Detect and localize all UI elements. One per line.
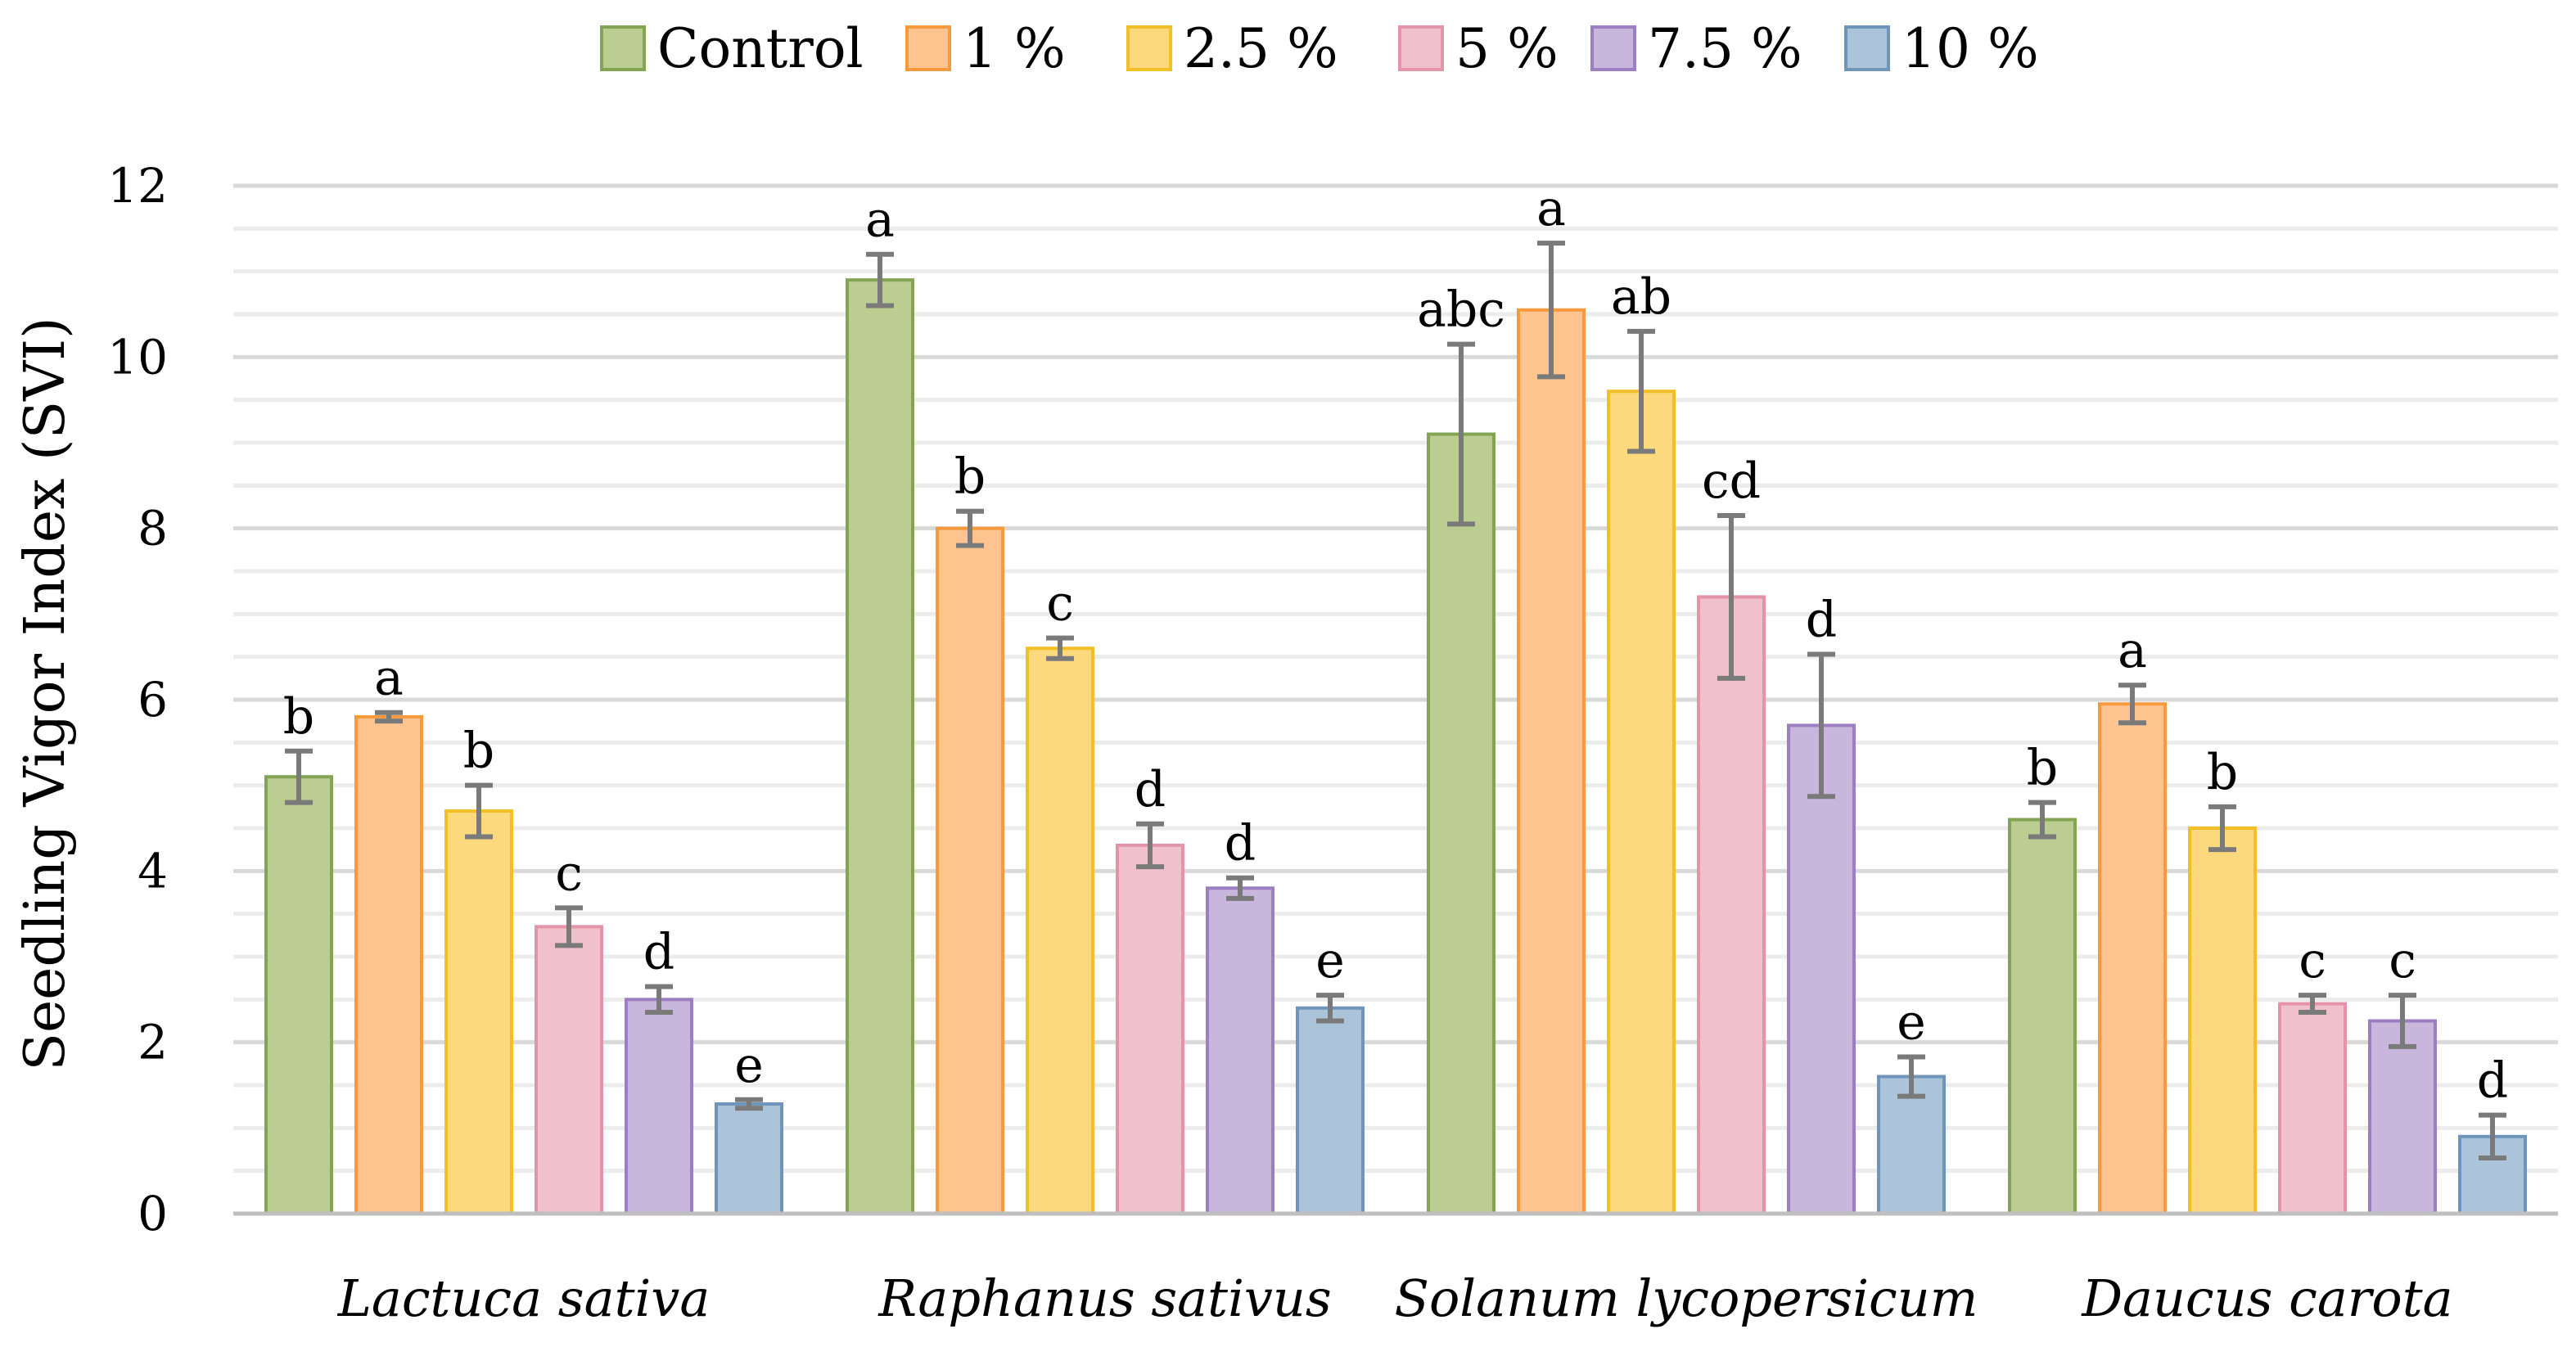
bar bbox=[354, 714, 423, 1215]
y-tick-label: 2 bbox=[138, 1015, 168, 1070]
bar bbox=[1787, 723, 1856, 1215]
significance-label: a bbox=[2118, 622, 2147, 679]
bar bbox=[1296, 1006, 1365, 1216]
significance-label: a bbox=[1536, 180, 1566, 237]
bar bbox=[936, 526, 1004, 1215]
bar bbox=[1517, 308, 1586, 1215]
legend-swatch bbox=[1590, 25, 1636, 71]
legend-swatch bbox=[905, 25, 951, 71]
y-axis-title: Seedling Vigor Index (SVI) bbox=[13, 317, 78, 1070]
significance-label: cd bbox=[1702, 453, 1761, 510]
significance-label: e bbox=[734, 1037, 764, 1094]
x-category-label: Daucus carota bbox=[2081, 1268, 2452, 1328]
significance-label: d bbox=[1806, 592, 1837, 649]
bar bbox=[1697, 595, 1766, 1215]
significance-label: b bbox=[2027, 740, 2058, 797]
significance-label: c bbox=[2299, 932, 2326, 989]
significance-label: d bbox=[2477, 1052, 2508, 1110]
bar bbox=[1206, 886, 1274, 1216]
significance-label: b bbox=[2207, 744, 2238, 801]
legend-label: 5 % bbox=[1455, 17, 1559, 80]
significance-label: c bbox=[1046, 575, 1074, 633]
axes: 0 2 4 6 8 10 12 Lactuca sativa Raphanus sativus S… bbox=[107, 158, 2558, 1328]
gridlines bbox=[233, 183, 2558, 1174]
bar bbox=[1116, 843, 1184, 1216]
bar bbox=[2188, 827, 2257, 1215]
y-tick-label: 8 bbox=[138, 501, 168, 556]
legend: Control 1 % 2.5 % 5 % 7.5 % 10 % bbox=[600, 17, 2039, 80]
x-category-label: Solanum lycopersicum bbox=[1395, 1268, 1978, 1328]
significance-label: ab bbox=[1611, 268, 1671, 326]
bar bbox=[2098, 702, 2167, 1215]
legend-label: Control bbox=[657, 17, 864, 80]
significance-label: d bbox=[1135, 761, 1166, 818]
significance-label: e bbox=[1897, 993, 1926, 1051]
bar bbox=[2278, 1002, 2347, 1215]
y-tick-label: 12 bbox=[107, 158, 168, 214]
x-category-label: Raphanus sativus bbox=[877, 1268, 1331, 1328]
legend-label: 7.5 % bbox=[1648, 17, 1802, 80]
bar bbox=[1607, 390, 1676, 1215]
x-category-label: Lactuca sativa bbox=[337, 1268, 711, 1328]
significance-label: b bbox=[463, 723, 494, 780]
y-tick-label: 4 bbox=[138, 843, 168, 899]
bar bbox=[625, 998, 693, 1216]
significance-label: d bbox=[643, 924, 674, 981]
significance-label: a bbox=[374, 650, 404, 707]
bar bbox=[1026, 646, 1094, 1215]
y-tick-label: 10 bbox=[107, 329, 168, 385]
y-tick-label: 0 bbox=[138, 1186, 168, 1241]
significance-label: d bbox=[1225, 815, 1256, 872]
significance-label: e bbox=[1315, 932, 1345, 989]
significance-label: c bbox=[2389, 932, 2416, 989]
legend-label: 2.5 % bbox=[1184, 17, 1338, 80]
significance-label: abc bbox=[1417, 282, 1505, 339]
significance-label: b bbox=[283, 688, 314, 746]
legend-label: 10 % bbox=[1902, 17, 2039, 80]
bar bbox=[715, 1102, 783, 1215]
significance-label: c bbox=[555, 845, 583, 902]
bar bbox=[264, 775, 333, 1215]
bar bbox=[444, 809, 513, 1215]
bar bbox=[535, 925, 603, 1216]
bar bbox=[1427, 432, 1496, 1215]
significance-label: b bbox=[954, 448, 986, 506]
legend-swatch bbox=[1844, 25, 1890, 71]
bar bbox=[846, 278, 914, 1216]
bar bbox=[2008, 818, 2077, 1215]
bar bbox=[2368, 1019, 2437, 1215]
significance-label: a bbox=[865, 191, 895, 249]
legend-swatch bbox=[600, 25, 646, 71]
legend-swatch bbox=[1126, 25, 1172, 71]
legend-label: 1 % bbox=[963, 17, 1066, 80]
legend-swatch bbox=[1398, 25, 1444, 71]
y-tick-label: 6 bbox=[138, 672, 168, 728]
